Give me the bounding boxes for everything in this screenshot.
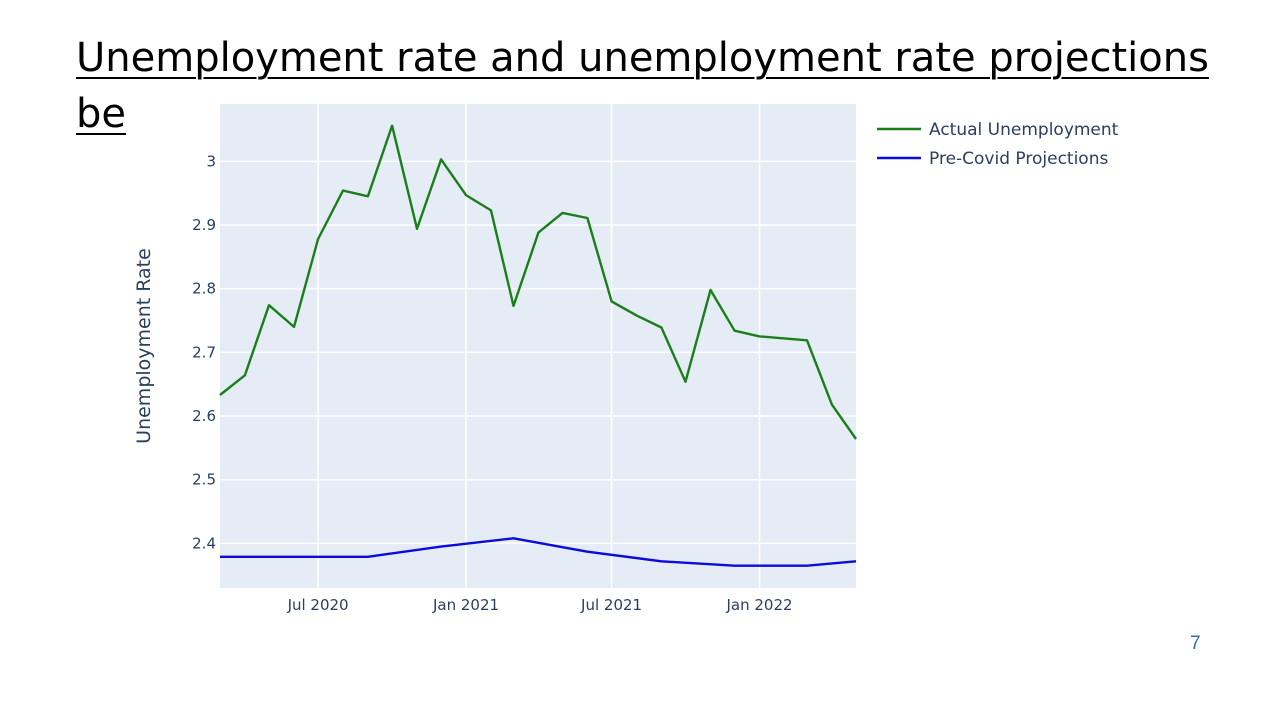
y-tick-label: 2.8 xyxy=(192,280,216,298)
page-number: 7 xyxy=(1190,633,1201,654)
x-tick-label: Jan 2022 xyxy=(725,596,792,614)
y-tick-label: 3 xyxy=(206,152,216,170)
y-tick-label: 2.5 xyxy=(192,471,216,489)
y-tick-labels: 2.4 2.5 2.6 2.7 2.8 2.9 3 xyxy=(192,152,216,552)
series-lines xyxy=(219,124,857,567)
x-gridlines xyxy=(317,104,761,588)
slide-title-line-2: be xyxy=(76,91,126,137)
pre-covid-projections-line xyxy=(220,537,857,567)
y-tick-label: 2.6 xyxy=(192,407,216,425)
y-tick-label: 2.4 xyxy=(192,534,216,552)
legend-label: Actual Unemployment xyxy=(929,120,1119,140)
x-tick-label: Jul 2020 xyxy=(287,596,349,614)
slide-title-line-1: Unemployment rate and unemployment rate … xyxy=(76,35,1209,81)
actual-unemployment-line xyxy=(219,124,857,440)
legend-item[interactable]: Actual Unemployment xyxy=(877,120,1119,140)
plot-area xyxy=(220,104,856,588)
slide-title: Unemployment rate and unemployment rate … xyxy=(76,30,1209,142)
y-tick-label: 2.7 xyxy=(192,343,216,361)
x-tick-label: Jul 2021 xyxy=(580,596,642,614)
y-axis-title: Unemployment Rate xyxy=(133,248,155,444)
y-tick-label: 2.9 xyxy=(192,216,216,234)
legend[interactable]: Actual Unemployment Pre-Covid Projections xyxy=(877,120,1119,169)
legend-label: Pre-Covid Projections xyxy=(929,149,1108,169)
x-tick-labels: Jul 2020 Jan 2021 Jul 2021 Jan 2022 xyxy=(287,596,793,614)
legend-item[interactable]: Pre-Covid Projections xyxy=(877,149,1108,169)
x-tick-label: Jan 2021 xyxy=(432,596,499,614)
